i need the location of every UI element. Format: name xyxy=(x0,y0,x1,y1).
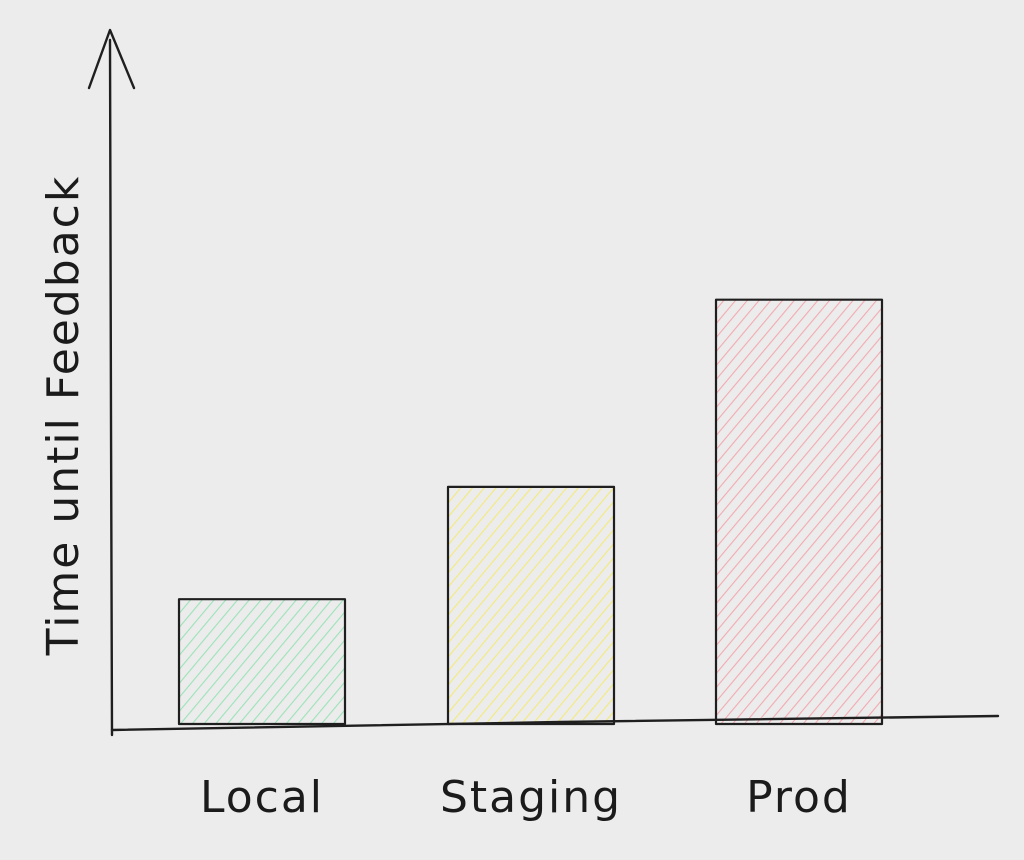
category-labels: Local Staging Prod xyxy=(200,772,852,823)
x-tick-label-local: Local xyxy=(200,772,324,823)
bar-prod xyxy=(714,298,884,726)
bars-layer xyxy=(177,298,884,726)
axes-layer xyxy=(87,28,1000,737)
y-axis-arrow-icon xyxy=(87,28,136,90)
bar-staging xyxy=(446,485,616,726)
x-axis-line xyxy=(110,714,1000,732)
x-tick-label-staging: Staging xyxy=(440,772,622,823)
x-tick-label-prod: Prod xyxy=(746,772,852,823)
y-axis-label: Time until Feedback xyxy=(38,175,89,657)
bar-local xyxy=(177,598,347,726)
y-axis-line xyxy=(108,38,114,737)
